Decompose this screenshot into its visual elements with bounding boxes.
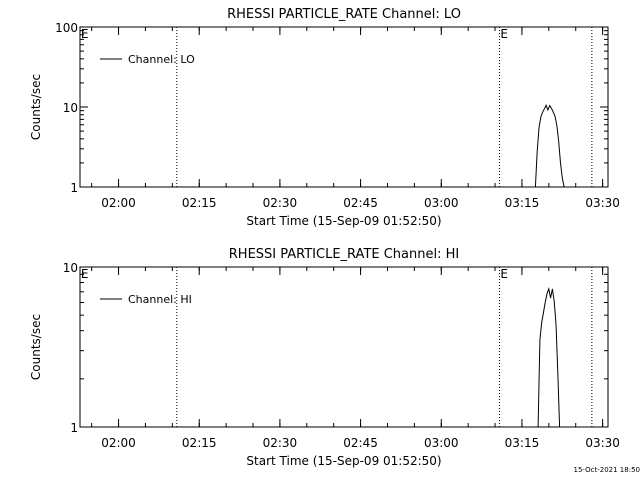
panel-1-ytick-label-2: 100 [55, 21, 78, 35]
panel-2-xtick-label-0: 02:00 [101, 436, 136, 450]
panel-2-marker-1: E [500, 267, 508, 281]
panel-2-xtick-label-4: 03:00 [424, 436, 459, 450]
panel-1-marker-1: E [500, 27, 508, 41]
panel-1-xlabel: Start Time (15-Sep-09 01:52:50) [246, 214, 441, 228]
panel-2-marker-0: E [81, 267, 89, 281]
panel-2-ytick-label-1: 10 [63, 261, 78, 275]
panel-1-frame [79, 26, 609, 188]
panel-2-xtick-label-1: 02:15 [182, 436, 217, 450]
panel-1-marker-0: E [81, 27, 89, 41]
panel-1-series-line-0 [534, 104, 565, 188]
panel-1-title: RHESSI PARTICLE_RATE Channel: LO [227, 7, 461, 22]
panel-2: RHESSI PARTICLE_RATE Channel: HI Counts/s… [29, 247, 620, 468]
panel-1-xtick-label-5: 03:15 [505, 196, 540, 210]
panel-2-series-line-0 [537, 287, 561, 428]
panel-1-xtick-label-4: 03:00 [424, 196, 459, 210]
panel-1-xtick-label-6: 03:30 [585, 196, 620, 210]
panel-2-legend-label: Channel: HI [128, 293, 192, 306]
panel-2-title: RHESSI PARTICLE_RATE Channel: HI [229, 247, 459, 262]
panel-1-ytick-label-1: 10 [63, 101, 78, 115]
panel-2-frame [79, 266, 609, 428]
panel-1-ylabel: Counts/sec [29, 74, 43, 140]
panel-1-xtick-label-2: 02:30 [263, 196, 298, 210]
panel-2-ytick-label-0: 1 [70, 421, 78, 435]
panel-2-xtick-label-3: 02:45 [343, 436, 378, 450]
footer-timestamp: 15-Oct-2021 18:50 [573, 466, 640, 474]
panel-1-ytick-label-0: 1 [70, 181, 78, 195]
panel-1: RHESSI PARTICLE_RATE Channel: LO Counts/s… [29, 7, 620, 228]
panel-2-xtick-label-5: 03:15 [505, 436, 540, 450]
panel-2-xtick-label-6: 03:30 [585, 436, 620, 450]
panel-1-xtick-label-0: 02:00 [101, 196, 136, 210]
panel-1-legend-label: Channel: LO [128, 53, 195, 66]
panel-2-ylabel: Counts/sec [29, 314, 43, 380]
panel-1-xtick-label-3: 02:45 [343, 196, 378, 210]
panel-1-xtick-label-1: 02:15 [182, 196, 217, 210]
panel-2-xtick-label-2: 02:30 [263, 436, 298, 450]
panel-2-xlabel: Start Time (15-Sep-09 01:52:50) [246, 454, 441, 468]
